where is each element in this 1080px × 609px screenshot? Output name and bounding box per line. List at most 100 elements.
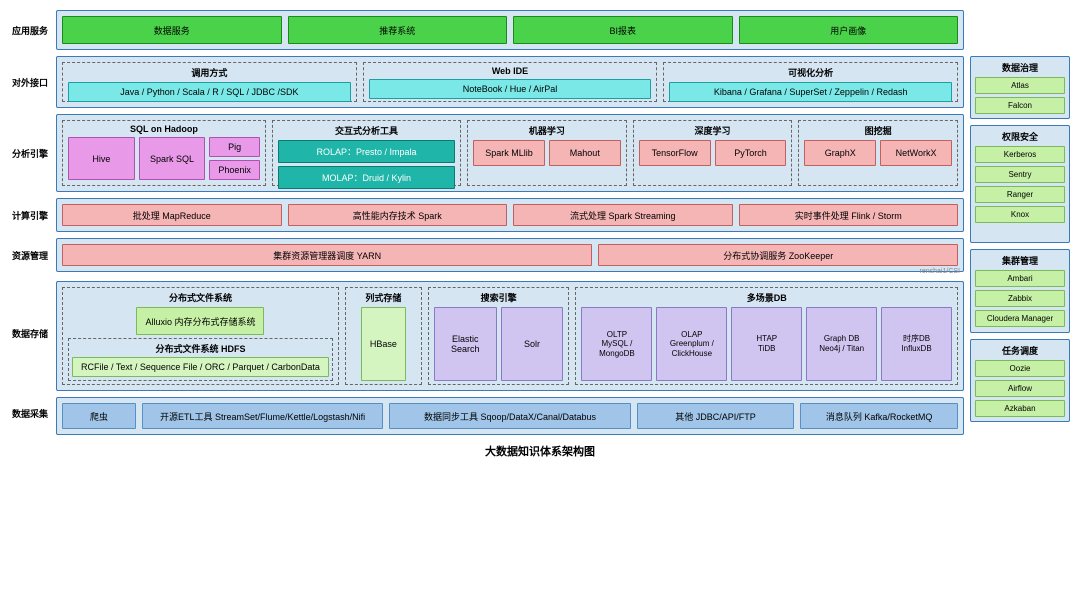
multidb-chip: Graph DBNeo4j / Titan — [806, 307, 877, 381]
search-chip: Solr — [501, 307, 564, 381]
hbase-chip: HBase — [361, 307, 406, 381]
side-security: 权限安全KerberosSentryRangerKnox — [970, 125, 1070, 243]
analytics-group: 深度学习TensorFlowPyTorch — [633, 120, 793, 186]
storage-multidb: 多场景DBOLTPMySQL / MongoDBOLAPGreenplum / … — [575, 287, 958, 385]
row-label-r3: 分析引擎 — [10, 114, 50, 192]
db-type: HTAP — [756, 334, 777, 344]
group-header: 调用方式 — [191, 66, 227, 79]
main-layers-column: 数据服务推荐系统BI报表用户画像调用方式 Java / Python / Scal… — [56, 10, 964, 435]
chip-col: ROLAP：Presto / ImpalaMOLAP：Druid / Kylin — [278, 140, 455, 189]
side-stack: PigPhoenix — [209, 137, 260, 180]
db-type: 时序DB — [903, 334, 930, 344]
group-header: 可视化分析 — [788, 66, 833, 79]
multidb-chip: OLTPMySQL / MongoDB — [581, 307, 652, 381]
group-header: 多场景DB — [747, 291, 787, 304]
group-header: 交互式分析工具 — [335, 124, 398, 137]
analytics-chip: PyTorch — [715, 140, 787, 166]
db-impl: Greenplum / ClickHouse — [665, 339, 718, 358]
row-label-r7: 数据采集 — [10, 394, 50, 432]
compute-chip: 批处理 MapReduce — [62, 204, 282, 226]
db-impl: TiDB — [758, 344, 775, 354]
side-header: 任务调度 — [975, 344, 1065, 357]
group-header: Web IDE — [492, 66, 528, 76]
layer-compute: 批处理 MapReduce 高性能内存技术 Spark流式处理 Spark Str… — [56, 198, 964, 232]
chip-row: NoteBook / Hue / AirPal — [369, 79, 652, 99]
side-panels-column: 数据治理AtlasFalcon权限安全KerberosSentryRangerK… — [970, 10, 1070, 435]
app-service-chip: 推荐系统 — [288, 16, 508, 44]
ingest-chip: 消息队列 Kafka/RocketMQ — [800, 403, 958, 429]
row-label-r1: 应用服务 — [10, 10, 50, 50]
side-chip: Atlas — [975, 77, 1065, 94]
side-chip: Zabbix — [975, 290, 1065, 307]
analytics-group: 交互式分析工具 ROLAP：Presto / ImpalaMOLAP：Druid … — [272, 120, 461, 186]
compute-chip: 流式处理 Spark Streaming — [513, 204, 733, 226]
analytics-chip: Mahout — [549, 140, 621, 166]
group-header: SQL on Hadoop — [130, 124, 198, 134]
spacer — [970, 10, 1070, 50]
multidb-chip: 时序DBInfluxDB — [881, 307, 952, 381]
group-header: 列式存储 — [365, 291, 401, 304]
analytics-chip: NetWorkX — [880, 140, 952, 166]
multidb-chip: OLAPGreenplum / ClickHouse — [656, 307, 727, 381]
db-type: OLTP — [607, 330, 627, 340]
interface-chip: NoteBook / Hue / AirPal — [369, 79, 652, 99]
side-cluster: 集群管理AmbariZabbixCloudera Manager — [970, 249, 1070, 333]
side-chip: Knox — [975, 206, 1065, 223]
layer-storage: 分布式文件系统 Alluxio 内存分布式存储系统分布式文件系统 HDFS RCFi… — [56, 281, 964, 391]
layer-ingest: 爬虫开源ETL工具 StreamSet/Flume/Kettle/Logstas… — [56, 397, 964, 435]
layer-analytics: SQL on HadoopHiveSpark SQLPigPhoenix交互式分… — [56, 114, 964, 192]
multidb-chip: HTAPTiDB — [731, 307, 802, 381]
group-header: 分布式文件系统 — [169, 291, 232, 304]
chip-row: TensorFlowPyTorch — [639, 140, 787, 166]
side-chip: Oozie — [975, 360, 1065, 377]
hdfs-header: 分布式文件系统 HDFS — [72, 342, 329, 355]
alluxio-chip: Alluxio 内存分布式存储系统 — [136, 307, 264, 335]
side-chip: Airflow — [975, 380, 1065, 397]
interface-group: Web IDE NoteBook / Hue / AirPal — [363, 62, 658, 102]
interface-group: 可视化分析 Kibana / Grafana / SuperSet / Zeppe… — [663, 62, 958, 102]
chip-row: Elastic SearchSolr — [434, 307, 564, 381]
db-impl: Neo4j / Titan — [819, 344, 864, 354]
interface-chip: Java / Python / Scala / R / SQL / JDBC /… — [68, 82, 351, 102]
chip-row: Kibana / Grafana / SuperSet / Zeppelin /… — [669, 82, 952, 102]
diagram-root: 应用服务对外接口分析引擎计算引擎资源管理数据存储数据采集 数据服务推荐系统BI报… — [10, 10, 1070, 435]
side-governance: 数据治理AtlasFalcon — [970, 56, 1070, 119]
ingest-chip: 其他 JDBC/API/FTP — [637, 403, 795, 429]
side-chip: Sentry — [975, 166, 1065, 183]
side-header: 权限安全 — [975, 130, 1065, 143]
interface-group: 调用方式 Java / Python / Scala / R / SQL / JD… — [62, 62, 357, 102]
db-type: OLAP — [681, 330, 702, 340]
group-header: 搜索引擎 — [481, 291, 517, 304]
hdfs-formats-chip: RCFile / Text / Sequence File / ORC / Pa… — [72, 357, 329, 377]
chip-row: OLTPMySQL / MongoDBOLAPGreenplum / Click… — [581, 307, 952, 381]
diagram-caption: 大数据知识体系架构图 — [10, 443, 1070, 459]
row-labels-column: 应用服务对外接口分析引擎计算引擎资源管理数据存储数据采集 — [10, 10, 50, 435]
compute-chip: 高性能内存技术 Spark — [288, 204, 508, 226]
chip-row: GraphXNetWorkX — [804, 140, 952, 166]
side-header: 数据治理 — [975, 61, 1065, 74]
analytics-chip: Spark SQL — [139, 137, 206, 180]
layer-resource: 集群资源管理器调度 YARN分布式协调服务 ZooKeeper — [56, 238, 964, 272]
group-header: 机器学习 — [529, 124, 565, 137]
analytics-chip: Spark MLlib — [473, 140, 545, 166]
analytics-group: 机器学习 Spark MLlibMahout — [467, 120, 627, 186]
analytics-chip: GraphX — [804, 140, 876, 166]
db-impl: InfluxDB — [901, 344, 931, 354]
resource-chip: 分布式协调服务 ZooKeeper — [598, 244, 958, 266]
app-service-chip: 用户画像 — [739, 16, 959, 44]
ingest-chip: 开源ETL工具 StreamSet/Flume/Kettle/Logstash/… — [142, 403, 383, 429]
app-service-chip: 数据服务 — [62, 16, 282, 44]
ingest-chip: 数据同步工具 Sqoop/DataX/Canal/Databus — [389, 403, 630, 429]
analytics-chip: MOLAP：Druid / Kylin — [278, 166, 455, 189]
db-type: Graph DB — [824, 334, 860, 344]
analytics-group: 图挖掘 GraphXNetWorkX — [798, 120, 958, 186]
side-chip: Ranger — [975, 186, 1065, 203]
row-label-r6: 数据存储 — [10, 278, 50, 388]
group-header: 图挖掘 — [865, 124, 892, 137]
row-label-r2: 对外接口 — [10, 56, 50, 108]
layer-interfaces: 调用方式 Java / Python / Scala / R / SQL / JD… — [56, 56, 964, 108]
analytics-group: SQL on HadoopHiveSpark SQLPigPhoenix — [62, 120, 266, 186]
layer-app-services: 数据服务推荐系统BI报表用户画像 — [56, 10, 964, 50]
compute-chip: 实时事件处理 Flink / Storm — [739, 204, 959, 226]
storage-columnar: 列式存储 HBase — [345, 287, 422, 385]
